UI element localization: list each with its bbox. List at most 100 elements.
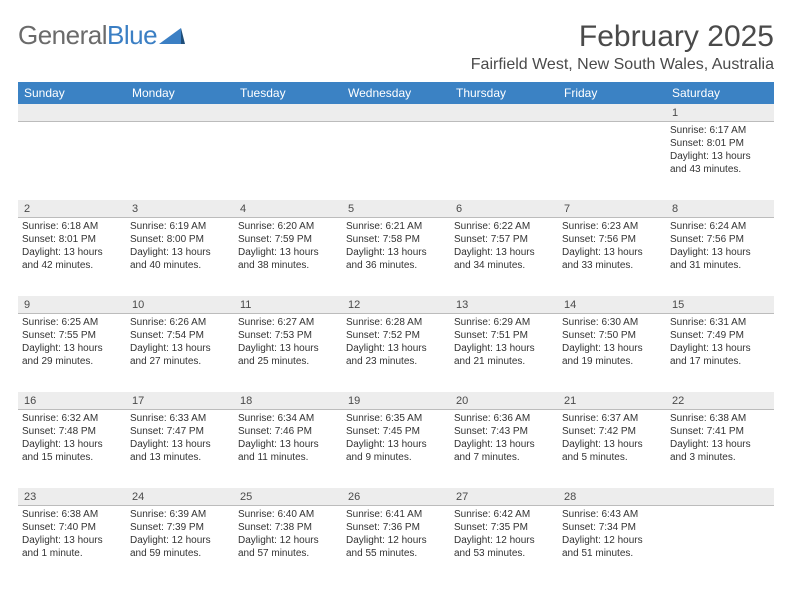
day-number: 18 (234, 392, 342, 409)
week-row: Sunrise: 6:38 AMSunset: 7:40 PMDaylight:… (18, 506, 774, 574)
sunset-text: Sunset: 7:54 PM (130, 329, 230, 342)
daynum-row: 16171819202122 (18, 392, 774, 410)
empty-cell (450, 122, 558, 200)
day-number: 16 (18, 392, 126, 409)
day-cell: Sunrise: 6:32 AMSunset: 7:48 PMDaylight:… (18, 410, 126, 488)
daynum-row: 1 (18, 104, 774, 122)
week-row: Sunrise: 6:18 AMSunset: 8:01 PMDaylight:… (18, 218, 774, 296)
weeks-container: 1Sunrise: 6:17 AMSunset: 8:01 PMDaylight… (18, 104, 774, 574)
daylight-text: Daylight: 12 hours and 57 minutes. (238, 534, 338, 560)
day-number: 23 (18, 488, 126, 505)
sunrise-text: Sunrise: 6:43 AM (562, 508, 662, 521)
day-number: 21 (558, 392, 666, 409)
weekday-header: Tuesday (234, 82, 342, 104)
sunrise-text: Sunrise: 6:20 AM (238, 220, 338, 233)
empty-cell (234, 122, 342, 200)
sunset-text: Sunset: 7:59 PM (238, 233, 338, 246)
day-cell: Sunrise: 6:23 AMSunset: 7:56 PMDaylight:… (558, 218, 666, 296)
day-cell: Sunrise: 6:18 AMSunset: 8:01 PMDaylight:… (18, 218, 126, 296)
sunset-text: Sunset: 7:48 PM (22, 425, 122, 438)
sunrise-text: Sunrise: 6:19 AM (130, 220, 230, 233)
empty-cell (126, 122, 234, 200)
sunrise-text: Sunrise: 6:24 AM (670, 220, 770, 233)
sunrise-text: Sunrise: 6:21 AM (346, 220, 446, 233)
sunset-text: Sunset: 7:52 PM (346, 329, 446, 342)
title-block: February 2025 Fairfield West, New South … (471, 20, 774, 74)
day-number: 28 (558, 488, 666, 505)
sunset-text: Sunset: 8:01 PM (670, 137, 770, 150)
day-number (234, 104, 342, 121)
day-cell: Sunrise: 6:26 AMSunset: 7:54 PMDaylight:… (126, 314, 234, 392)
day-cell: Sunrise: 6:25 AMSunset: 7:55 PMDaylight:… (18, 314, 126, 392)
daylight-text: Daylight: 13 hours and 27 minutes. (130, 342, 230, 368)
sunrise-text: Sunrise: 6:28 AM (346, 316, 446, 329)
daylight-text: Daylight: 13 hours and 17 minutes. (670, 342, 770, 368)
sunset-text: Sunset: 7:41 PM (670, 425, 770, 438)
day-number: 5 (342, 200, 450, 217)
day-number: 1 (666, 104, 774, 121)
sunset-text: Sunset: 8:00 PM (130, 233, 230, 246)
day-number: 7 (558, 200, 666, 217)
daylight-text: Daylight: 13 hours and 7 minutes. (454, 438, 554, 464)
day-cell: Sunrise: 6:22 AMSunset: 7:57 PMDaylight:… (450, 218, 558, 296)
day-number: 19 (342, 392, 450, 409)
daylight-text: Daylight: 13 hours and 29 minutes. (22, 342, 122, 368)
sunrise-text: Sunrise: 6:25 AM (22, 316, 122, 329)
daynum-row: 232425262728 (18, 488, 774, 506)
sunset-text: Sunset: 7:50 PM (562, 329, 662, 342)
sunrise-text: Sunrise: 6:37 AM (562, 412, 662, 425)
sunrise-text: Sunrise: 6:17 AM (670, 124, 770, 137)
week-row: Sunrise: 6:32 AMSunset: 7:48 PMDaylight:… (18, 410, 774, 488)
sunset-text: Sunset: 7:47 PM (130, 425, 230, 438)
weekday-header: Friday (558, 82, 666, 104)
weekday-header: Thursday (450, 82, 558, 104)
day-cell: Sunrise: 6:34 AMSunset: 7:46 PMDaylight:… (234, 410, 342, 488)
weekday-header-row: Sunday Monday Tuesday Wednesday Thursday… (18, 82, 774, 104)
sunrise-text: Sunrise: 6:18 AM (22, 220, 122, 233)
daylight-text: Daylight: 13 hours and 36 minutes. (346, 246, 446, 272)
logo-text-blue: Blue (107, 20, 157, 51)
daylight-text: Daylight: 13 hours and 19 minutes. (562, 342, 662, 368)
day-number (666, 488, 774, 505)
day-cell: Sunrise: 6:28 AMSunset: 7:52 PMDaylight:… (342, 314, 450, 392)
sunset-text: Sunset: 7:34 PM (562, 521, 662, 534)
sunset-text: Sunset: 7:43 PM (454, 425, 554, 438)
day-number (558, 104, 666, 121)
day-number: 3 (126, 200, 234, 217)
sunrise-text: Sunrise: 6:30 AM (562, 316, 662, 329)
sunrise-text: Sunrise: 6:22 AM (454, 220, 554, 233)
day-cell: Sunrise: 6:29 AMSunset: 7:51 PMDaylight:… (450, 314, 558, 392)
daylight-text: Daylight: 13 hours and 13 minutes. (130, 438, 230, 464)
empty-cell (558, 122, 666, 200)
sunset-text: Sunset: 7:49 PM (670, 329, 770, 342)
week-row: Sunrise: 6:17 AMSunset: 8:01 PMDaylight:… (18, 122, 774, 200)
sunrise-text: Sunrise: 6:35 AM (346, 412, 446, 425)
day-cell: Sunrise: 6:37 AMSunset: 7:42 PMDaylight:… (558, 410, 666, 488)
sunrise-text: Sunrise: 6:41 AM (346, 508, 446, 521)
day-number: 8 (666, 200, 774, 217)
day-number: 26 (342, 488, 450, 505)
logo-triangle-icon (159, 26, 185, 46)
day-cell: Sunrise: 6:35 AMSunset: 7:45 PMDaylight:… (342, 410, 450, 488)
day-number (126, 104, 234, 121)
day-number (450, 104, 558, 121)
sunrise-text: Sunrise: 6:38 AM (670, 412, 770, 425)
sunset-text: Sunset: 7:38 PM (238, 521, 338, 534)
daylight-text: Daylight: 13 hours and 3 minutes. (670, 438, 770, 464)
daylight-text: Daylight: 13 hours and 9 minutes. (346, 438, 446, 464)
sunset-text: Sunset: 7:40 PM (22, 521, 122, 534)
calendar-grid: Sunday Monday Tuesday Wednesday Thursday… (18, 82, 774, 574)
daylight-text: Daylight: 13 hours and 43 minutes. (670, 150, 770, 176)
day-cell: Sunrise: 6:33 AMSunset: 7:47 PMDaylight:… (126, 410, 234, 488)
day-number: 13 (450, 296, 558, 313)
daylight-text: Daylight: 13 hours and 33 minutes. (562, 246, 662, 272)
daylight-text: Daylight: 12 hours and 59 minutes. (130, 534, 230, 560)
sunrise-text: Sunrise: 6:27 AM (238, 316, 338, 329)
daylight-text: Daylight: 12 hours and 53 minutes. (454, 534, 554, 560)
daylight-text: Daylight: 13 hours and 40 minutes. (130, 246, 230, 272)
daylight-text: Daylight: 13 hours and 34 minutes. (454, 246, 554, 272)
month-title: February 2025 (471, 20, 774, 54)
sunset-text: Sunset: 7:35 PM (454, 521, 554, 534)
day-cell: Sunrise: 6:38 AMSunset: 7:41 PMDaylight:… (666, 410, 774, 488)
day-number: 4 (234, 200, 342, 217)
